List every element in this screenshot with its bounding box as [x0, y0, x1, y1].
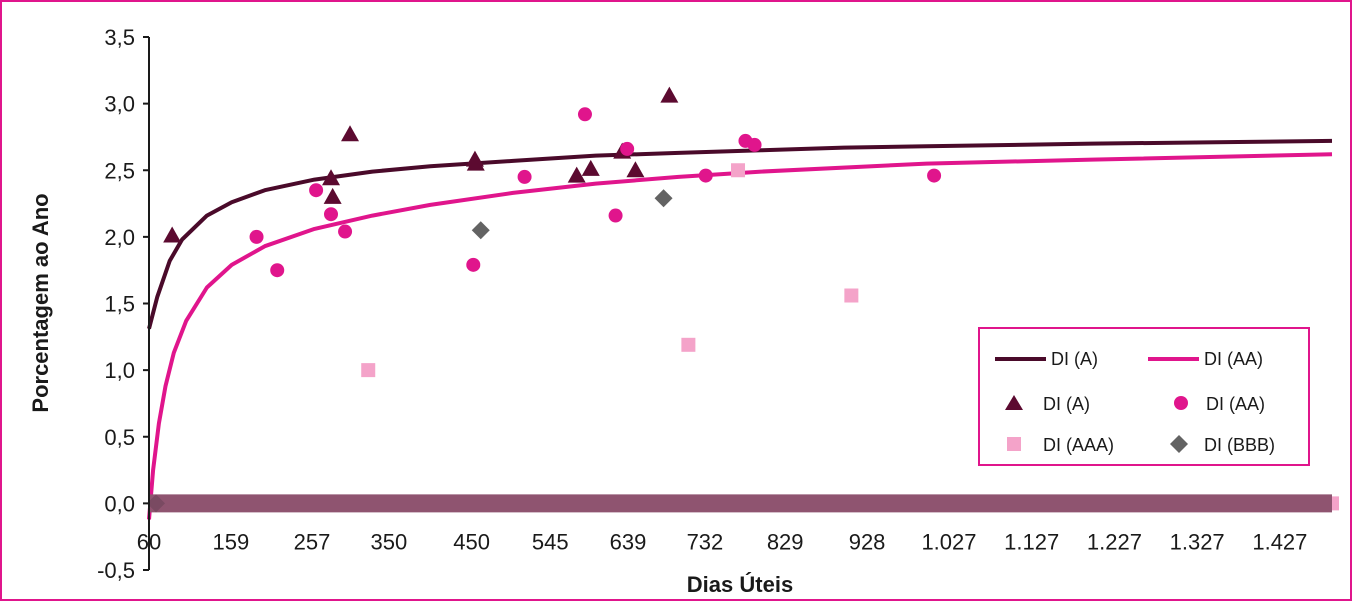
x-axis-title: Dias Úteis: [687, 572, 793, 597]
y-tick-label: 2,5: [104, 158, 135, 183]
data-point-di-aa: [699, 169, 713, 183]
legend-square-marker: [1007, 437, 1021, 451]
x-tick-label: 545: [532, 529, 569, 554]
x-tick-label: 60: [137, 529, 161, 554]
data-point-di-aa: [748, 138, 762, 152]
legend-label-di-aa-points: DI (AA): [1206, 394, 1265, 414]
y-axis-title: Porcentagem ao Ano: [28, 193, 53, 412]
data-point-di-a: [582, 160, 600, 176]
y-tick-label: 0,0: [104, 491, 135, 516]
x-tick-label: 732: [687, 529, 724, 554]
data-point-di-aaa: [844, 289, 858, 303]
legend-label-di-aaa: DI (AAA): [1043, 435, 1114, 455]
data-point-di-aa: [324, 207, 338, 221]
data-point-di-aaa: [731, 163, 745, 177]
y-tick-label: 3,0: [104, 92, 135, 117]
x-tick-label: 159: [213, 529, 250, 554]
x-tick-label: 1.027: [921, 529, 976, 554]
data-point-di-a: [324, 188, 342, 204]
legend-circle-marker: [1174, 396, 1188, 410]
y-tick-label: 1,0: [104, 358, 135, 383]
data-point-di-aa: [250, 230, 264, 244]
data-point-di-aa: [518, 170, 532, 184]
data-point-di-aaa: [681, 338, 695, 352]
legend-label-di-bbb: DI (BBB): [1204, 435, 1275, 455]
data-point-di-aa: [927, 169, 941, 183]
data-point-di-aaa: [361, 363, 375, 377]
legend-label-di-aa-curve: DI (AA): [1204, 349, 1263, 369]
x-tick-label: 1.327: [1170, 529, 1225, 554]
data-point-di-aa: [309, 183, 323, 197]
data-point-di-aa: [609, 209, 623, 223]
y-tick-label: 0,5: [104, 425, 135, 450]
data-point-di-aa: [466, 258, 480, 272]
data-point-di-a: [341, 125, 359, 141]
data-point-di-a: [626, 161, 644, 177]
data-point-di-aa: [270, 263, 284, 277]
x-tick-label: 1.127: [1004, 529, 1059, 554]
data-point-di-aa: [620, 142, 634, 156]
data-point-di-a: [660, 87, 678, 103]
x-tick-label: 350: [371, 529, 408, 554]
x-tick-label: 450: [453, 529, 490, 554]
x-tick-label: 1.227: [1087, 529, 1142, 554]
data-point-di-bbb: [655, 189, 673, 207]
y-tick-label: 3,5: [104, 25, 135, 50]
legend-label-di-a-curve: DI (A): [1051, 349, 1098, 369]
data-point-di-bbb: [472, 221, 490, 239]
y-tick-label: 1,5: [104, 292, 135, 317]
data-point-di-a: [163, 227, 181, 243]
x-tick-label: 1.427: [1252, 529, 1307, 554]
data-point-di-aa: [578, 107, 592, 121]
x-tick-label: 829: [767, 529, 804, 554]
data-point-di-aa: [338, 225, 352, 239]
x-tick-label: 639: [610, 529, 647, 554]
legend-label-di-a-points: DI (A): [1043, 394, 1090, 414]
legend: DI (A) DI (AA) DI (A) DI (AA) DI (AAA) D…: [979, 328, 1309, 465]
y-tick-label: -0,5: [97, 558, 135, 583]
x-tick-label: 257: [294, 529, 331, 554]
y-tick-label: 2,0: [104, 225, 135, 250]
x-tick-label: 928: [849, 529, 886, 554]
